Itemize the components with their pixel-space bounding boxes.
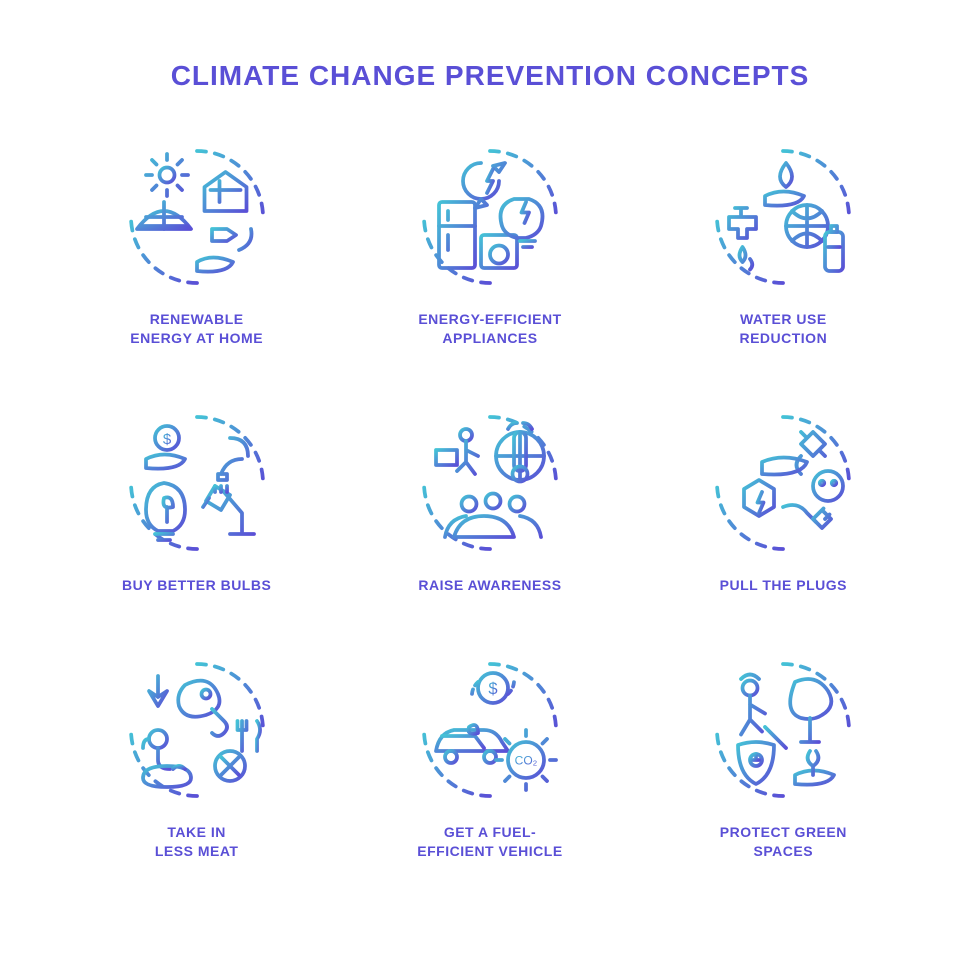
cell-less-meat: TAKE IN LESS MEAT [70,655,323,861]
cell-green-spaces: PROTECT GREEN SPACES [657,655,910,861]
raise-awareness-icon [415,408,565,558]
concept-grid: RENEWABLE ENERGY AT HOME ENERGY-EFFICIEN… [70,142,910,860]
label-pull-plugs: PULL THE PLUGS [720,576,847,595]
cell-pull-plugs: PULL THE PLUGS [657,408,910,595]
energy-efficient-icon [415,142,565,292]
label-better-bulbs: BUY BETTER BULBS [122,576,271,595]
green-spaces-icon [708,655,858,805]
label-renewable-energy: RENEWABLE ENERGY AT HOME [130,310,263,348]
page-title: CLIMATE CHANGE PREVENTION CONCEPTS [171,60,810,92]
cell-energy-efficient: ENERGY-EFFICIENT APPLIANCES [363,142,616,348]
label-less-meat: TAKE IN LESS MEAT [155,823,239,861]
renewable-energy-icon [122,142,272,292]
fuel-efficient-icon: $ CO₂ [415,655,565,805]
label-green-spaces: PROTECT GREEN SPACES [720,823,847,861]
svg-text:$: $ [162,431,171,448]
label-fuel-efficient: GET A FUEL- EFFICIENT VEHICLE [417,823,562,861]
svg-text:CO₂: CO₂ [515,753,538,767]
cell-better-bulbs: $ BUY BETTER BULBS [70,408,323,595]
less-meat-icon [122,655,272,805]
label-raise-awareness: RAISE AWARENESS [418,576,561,595]
svg-text:$: $ [488,680,497,698]
pull-plugs-icon [708,408,858,558]
better-bulbs-icon: $ [122,408,272,558]
water-reduction-icon [708,142,858,292]
cell-raise-awareness: RAISE AWARENESS [363,408,616,595]
cell-renewable-energy: RENEWABLE ENERGY AT HOME [70,142,323,348]
label-energy-efficient: ENERGY-EFFICIENT APPLIANCES [418,310,561,348]
label-water-reduction: WATER USE REDUCTION [739,310,827,348]
cell-fuel-efficient: $ CO₂ GET A FUEL- EFFICIENT VEHICLE [363,655,616,861]
cell-water-reduction: WATER USE REDUCTION [657,142,910,348]
